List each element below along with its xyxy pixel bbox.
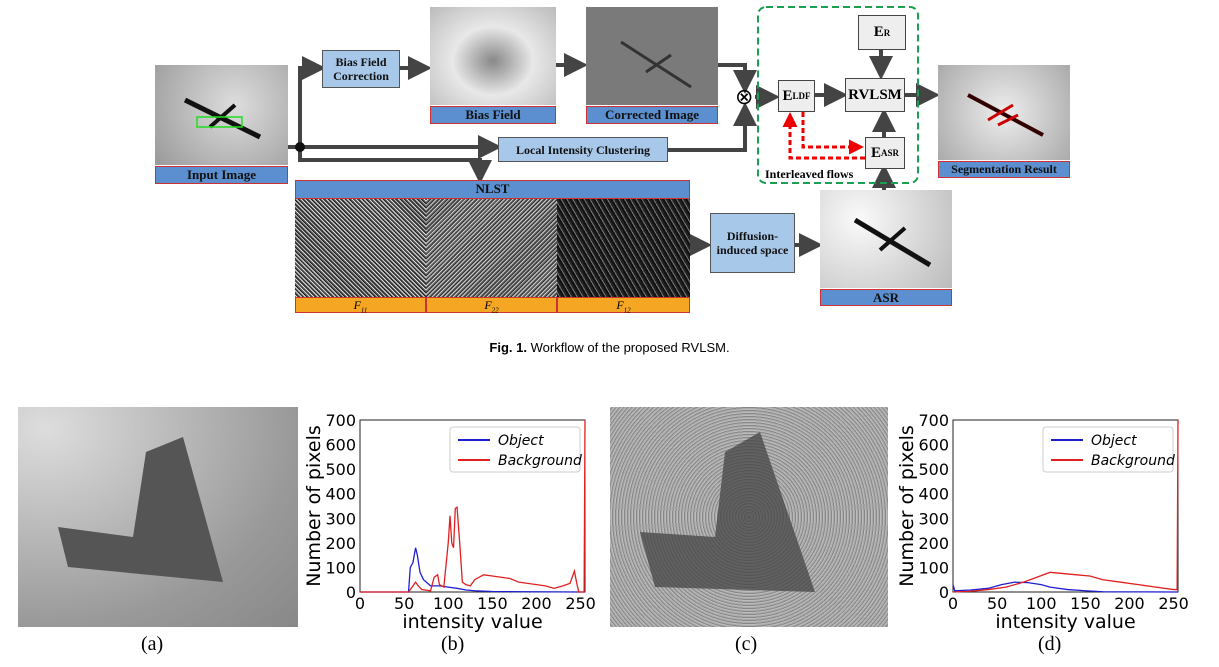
legend-label-object: Object bbox=[1091, 433, 1137, 449]
y-tick-label: 600 bbox=[325, 436, 356, 455]
e-asr-text: E bbox=[870, 144, 881, 161]
e-ldf-box: E LDF bbox=[778, 80, 815, 112]
x-tick-label: 100 bbox=[433, 594, 464, 613]
e-ldf-text: E bbox=[782, 87, 793, 104]
x-tick-label: 200 bbox=[521, 594, 552, 613]
y-tick-label: 200 bbox=[325, 534, 356, 553]
x-axis-label: intensity value bbox=[402, 611, 542, 633]
y-tick-label: 500 bbox=[325, 460, 356, 479]
e-r-text: E bbox=[873, 24, 884, 40]
y-tick-label: 500 bbox=[918, 460, 949, 479]
subfig-label-a: (a) bbox=[141, 633, 164, 655]
y-tick-label: 600 bbox=[918, 436, 949, 455]
workflow-arrows bbox=[288, 6, 940, 257]
f22-label: F22 bbox=[426, 297, 557, 315]
bias-field-label: Bias Field bbox=[430, 106, 556, 124]
segmentation-result-image bbox=[938, 65, 1070, 160]
e-asr-sup: ASR bbox=[881, 148, 900, 158]
subfig-label-b: (b) bbox=[441, 633, 465, 655]
e-asr-box: E ASR bbox=[865, 137, 905, 169]
f12-text: F bbox=[616, 298, 624, 312]
y-tick-label: 100 bbox=[325, 558, 356, 577]
asr-label: ASR bbox=[820, 289, 952, 306]
nlst-f12-image bbox=[557, 199, 690, 297]
bias-field-correction-box: Bias Field Correction bbox=[322, 50, 400, 88]
series-line-background bbox=[952, 419, 1179, 593]
x-tick-label: 0 bbox=[355, 594, 365, 613]
y-tick-label: 700 bbox=[918, 411, 949, 430]
legend-label-background: Background bbox=[1091, 453, 1175, 469]
y-axis-label: Number of pixels bbox=[303, 425, 325, 587]
caption-label: Fig. 1. bbox=[489, 340, 527, 355]
corrected-image-label: Corrected Image bbox=[586, 106, 718, 124]
x-tick-label: 50 bbox=[987, 594, 1007, 613]
series-line-object bbox=[360, 547, 585, 593]
asr-image bbox=[820, 190, 952, 288]
input-image bbox=[155, 65, 288, 165]
f12-sub: 12 bbox=[623, 306, 631, 315]
rvlsm-box: RVLSM bbox=[845, 78, 905, 112]
diffusion-induced-space-box: Diffusion-induced space bbox=[710, 213, 795, 273]
histogram-b: 0 100 200 300 400 500 600 700 0 50 100 150 200 250 int… bbox=[303, 411, 596, 633]
y-tick-label: 700 bbox=[325, 411, 356, 430]
f22-text: F bbox=[484, 298, 492, 312]
x-tick-label: 250 bbox=[565, 594, 596, 613]
y-tick-label: 200 bbox=[918, 534, 949, 553]
f11-text: F bbox=[353, 298, 361, 312]
image-c bbox=[610, 407, 888, 627]
interleaved-flows-label: Interleaved flows bbox=[765, 167, 854, 181]
x-axis-label: intensity value bbox=[995, 611, 1135, 633]
series-line-object bbox=[952, 581, 1179, 593]
x-tick-label: 0 bbox=[948, 594, 958, 613]
x-tick-label: 100 bbox=[1026, 594, 1057, 613]
histogram-d: 0 100 200 300 400 500 600 700 0 50 100 150 200 250 int… bbox=[896, 411, 1189, 633]
f12-label: F12 bbox=[557, 297, 690, 315]
y-tick-label: 100 bbox=[918, 558, 949, 577]
y-tick-label: 0 bbox=[939, 583, 949, 602]
x-tick-label: 200 bbox=[1114, 594, 1145, 613]
image-a bbox=[18, 407, 298, 627]
y-tick-label: 400 bbox=[918, 485, 949, 504]
subfig-label-c: (c) bbox=[735, 633, 758, 655]
y-tick-label: 300 bbox=[918, 509, 949, 528]
e-ldf-sup: LDF bbox=[792, 91, 811, 101]
y-tick-label: 400 bbox=[325, 485, 356, 504]
segmentation-result-label: Segmentation Result bbox=[938, 161, 1070, 178]
x-tick-label: 50 bbox=[394, 594, 414, 613]
x-tick-label: 250 bbox=[1158, 594, 1189, 613]
caption-text: Workflow of the proposed RVLSM. bbox=[530, 340, 730, 355]
legend-label-background: Background bbox=[498, 453, 582, 469]
corrected-image bbox=[586, 7, 718, 105]
local-intensity-clustering-box: Local Intensity Clustering bbox=[498, 137, 668, 162]
nlst-bar: NLST bbox=[295, 180, 690, 199]
y-tick-label: 0 bbox=[346, 583, 356, 602]
series-line-background bbox=[360, 419, 586, 593]
y-axis-label: Number of pixels bbox=[896, 425, 918, 587]
f22-sub: 22 bbox=[491, 306, 499, 315]
x-tick-label: 150 bbox=[1070, 594, 1101, 613]
subfig-label-d: (d) bbox=[1038, 633, 1062, 655]
nlst-f11-image bbox=[295, 199, 426, 297]
bias-field-image bbox=[430, 7, 556, 105]
y-tick-label: 300 bbox=[325, 509, 356, 528]
legend-label-object: Object bbox=[498, 433, 544, 449]
x-tick-label: 150 bbox=[477, 594, 508, 613]
f11-label: F11 bbox=[295, 297, 426, 315]
f11-sub: 11 bbox=[360, 306, 368, 315]
multiply-operator-icon: ⊗ bbox=[735, 84, 754, 109]
nlst-f22-image bbox=[426, 199, 557, 297]
figure-caption: Fig. 1. Workflow of the proposed RVLSM. bbox=[0, 340, 1219, 355]
input-image-label: Input Image bbox=[155, 166, 288, 184]
e-r-sup: R bbox=[883, 27, 891, 38]
